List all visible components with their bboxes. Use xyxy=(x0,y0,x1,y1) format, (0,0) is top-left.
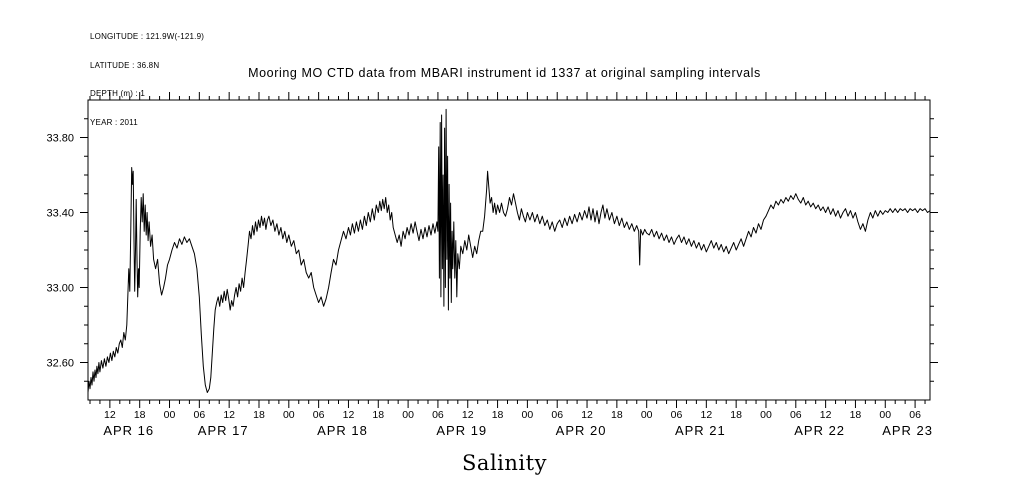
x-tick-label: 12 xyxy=(223,409,235,421)
x-tick-label: 18 xyxy=(253,409,265,421)
date-label: APR 16 xyxy=(103,423,154,438)
x-tick-label: 00 xyxy=(641,409,653,421)
depth-label: DEPTH (m) : 1 xyxy=(90,89,146,98)
x-tick-label: 06 xyxy=(909,409,921,421)
x-tick-label: 12 xyxy=(820,409,832,421)
x-tick-label: 12 xyxy=(104,409,116,421)
x-tick-label: 00 xyxy=(164,409,176,421)
x-tick-label: 12 xyxy=(462,409,474,421)
x-tick-label: 12 xyxy=(343,409,355,421)
x-tick-label: 18 xyxy=(372,409,384,421)
date-label: APR 17 xyxy=(198,423,249,438)
date-label: APR 18 xyxy=(317,423,368,438)
plot-frame xyxy=(87,99,931,401)
x-tick-label: 06 xyxy=(790,409,802,421)
date-label: APR 21 xyxy=(675,423,726,438)
date-label: APR 19 xyxy=(436,423,487,438)
x-tick-label: 18 xyxy=(492,409,504,421)
x-tick-label: 06 xyxy=(193,409,205,421)
x-tick-label: 06 xyxy=(432,409,444,421)
y-tick-label: 33.40 xyxy=(46,208,74,220)
x-tick-label: 12 xyxy=(700,409,712,421)
salinity-data-line xyxy=(87,108,931,393)
latitude-label: LATITUDE : 36.8N xyxy=(90,60,160,70)
y-tick-label: 33.80 xyxy=(46,133,74,145)
y-tick-label: 32.60 xyxy=(46,358,74,370)
x-tick-label: 18 xyxy=(134,409,146,421)
x-tick-label: 12 xyxy=(581,409,593,421)
x-tick-label: 18 xyxy=(611,409,623,421)
x-tick-label: 06 xyxy=(313,409,325,421)
x-tick-label: 18 xyxy=(850,409,862,421)
date-label: APR 22 xyxy=(794,423,845,438)
x-tick-label: 18 xyxy=(730,409,742,421)
metadata-block: LONGITUDE : 121.9W(-121.9) LATITUDE : 36… xyxy=(90,13,204,146)
year-label: YEAR : 2011 xyxy=(90,117,138,127)
x-tick-label: 00 xyxy=(283,409,295,421)
x-tick-label: 00 xyxy=(402,409,414,421)
longitude-label: LONGITUDE : 121.9W(-121.9) xyxy=(90,32,205,41)
x-tick-label: 00 xyxy=(760,409,772,421)
date-label: APR 20 xyxy=(556,423,607,438)
x-tick-label: 00 xyxy=(879,409,891,421)
chart-title: Mooring MO CTD data from MBARI instrumen… xyxy=(248,66,761,80)
x-tick-label: 00 xyxy=(522,409,534,421)
variable-caption: Salinity xyxy=(462,451,547,475)
y-tick-label: 33.00 xyxy=(46,283,74,295)
x-tick-label: 06 xyxy=(551,409,563,421)
x-tick-label: 06 xyxy=(671,409,683,421)
date-label: APR 23 xyxy=(882,423,933,438)
